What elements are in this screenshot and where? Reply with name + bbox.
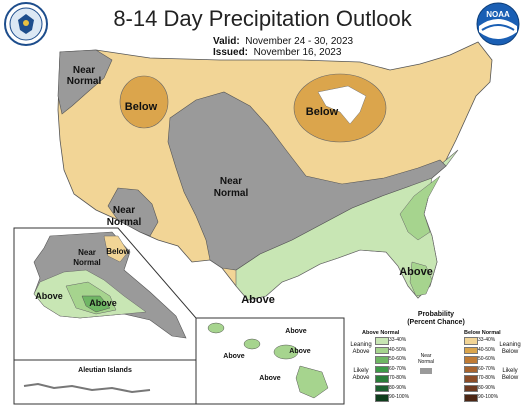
legend-below-swatch-3	[464, 365, 478, 373]
legend-above-swatch-2	[375, 356, 389, 364]
legend-below-label-6: 90-100%	[478, 394, 499, 400]
legend-likely-above: Likely Above	[352, 368, 370, 381]
legend-below-swatch-6	[464, 394, 478, 402]
legend-likely-below: Likely Below	[501, 368, 519, 381]
great-lakes-water	[317, 85, 367, 125]
label-alaska-near: Near	[78, 248, 96, 257]
florida-above-40-50	[409, 261, 433, 297]
legend-below-label-0: 33-40%	[478, 337, 496, 343]
legend-below-swatch-0	[464, 337, 478, 345]
aleutian-label: Aleutian Islands	[78, 367, 132, 374]
legend-near-swatch	[420, 368, 432, 374]
alaska-below	[103, 235, 129, 263]
legend-below-label-1: 40-50%	[478, 346, 496, 353]
label-hawaii-above-4: Above	[259, 375, 281, 382]
legend-below-swatch-4	[464, 375, 478, 383]
label-nw-near: Near	[73, 65, 95, 76]
legend-title-line1: Probability	[417, 311, 455, 318]
issued-label: Issued:	[213, 47, 249, 58]
valid-dates: Valid: November 24 - 30, 2023	[213, 36, 353, 47]
legend-below-label-2: 50-60%	[478, 356, 496, 362]
noaa-logo-icon: NOAA	[476, 2, 520, 46]
conus-above-40-50	[399, 175, 441, 241]
legend-title: Probability (Percent Chance)	[350, 311, 522, 327]
legend-below-swatch-5	[464, 384, 478, 392]
label-ca-normal: Normal	[107, 217, 142, 228]
legend-below-label-3: 60-70%	[478, 365, 496, 372]
page-title: 8-14 Day Precipitation Outlook	[113, 6, 412, 31]
legend-above-label-3: 60-70%	[389, 365, 407, 372]
legend-below-header: Below Normal	[464, 330, 501, 336]
valid-label: Valid:	[213, 36, 240, 47]
label-texas-above: Above	[241, 294, 275, 306]
label-florida-above: Above	[399, 266, 433, 278]
legend-near-label: Near Normal	[414, 353, 438, 365]
label-central-near: Near	[220, 176, 242, 187]
commerce-seal-icon	[4, 2, 48, 46]
legend-below-label-5: 80-90%	[478, 384, 496, 391]
legend-above-label-4: 70-80%	[389, 375, 407, 381]
legend-above-label-1: 40-50%	[389, 346, 407, 353]
legend-below-swatch-2	[464, 356, 478, 364]
probability-legend: Probability (Percent Chance) Above Norma…	[350, 311, 522, 403]
label-hawaii-above-3: Above	[289, 348, 311, 355]
valid-value: November 24 - 30, 2023	[245, 36, 354, 47]
issued-date: Issued: November 16, 2023	[213, 47, 341, 58]
label-hawaii-above-1: Above	[285, 328, 307, 335]
legend-title-line2: (Percent Chance)	[407, 319, 465, 326]
hawaii-kauai	[207, 322, 225, 334]
hawaii-maui	[273, 344, 299, 360]
label-alaska-above-south: Above	[89, 298, 117, 308]
legend-below-swatch-1	[464, 346, 478, 354]
alaska-above-50-60	[81, 295, 111, 313]
legend-above-swatch-1	[375, 346, 389, 354]
conus-near-normal-nw	[57, 49, 113, 115]
label-alaska-below: Below	[106, 247, 130, 256]
conus-near-normal-central	[167, 91, 447, 271]
label-idaho-below: Below	[125, 101, 158, 113]
legend-above-swatch-4	[375, 375, 389, 383]
label-alaska-normal: Normal	[73, 258, 101, 267]
legend-leaning-below: Leaning Below	[499, 342, 521, 355]
legend-above-label-0: 33-40%	[389, 337, 407, 343]
legend-above-label-5: 80-90%	[389, 384, 407, 391]
label-central-normal: Normal	[214, 188, 249, 199]
issued-value: November 16, 2023	[253, 47, 342, 58]
label-ca-near: Near	[113, 205, 135, 216]
conus-below-idaho	[119, 75, 169, 129]
aleutian-islands-land	[23, 382, 151, 394]
legend-above-label-6: 90-100%	[389, 394, 410, 400]
hawaii-big-island	[295, 365, 329, 399]
noaa-logo-text: NOAA	[486, 10, 510, 19]
label-hawaii-above-2: Above	[223, 353, 245, 360]
label-alaska-above-west: Above	[35, 291, 63, 301]
aleutian-inset-frame	[13, 359, 197, 405]
legend-above-swatch-5	[375, 384, 389, 392]
legend-near-line1: Near	[420, 353, 432, 359]
legend-above-header: Above Normal	[362, 330, 400, 336]
hawaii-oahu	[243, 338, 261, 350]
legend-above-swatch-3	[375, 365, 389, 373]
legend-below-label-4: 70-80%	[478, 375, 496, 381]
conus-near-normal-ca	[107, 187, 159, 237]
legend-above-swatch-6	[375, 394, 389, 402]
legend-near-line2: Normal	[417, 359, 435, 365]
label-great-lakes-below: Below	[306, 106, 339, 118]
label-nw-normal: Normal	[67, 76, 102, 87]
legend-above-label-2: 50-60%	[389, 356, 407, 362]
legend-leaning-above: Leaning Above	[350, 342, 372, 355]
legend-above-swatch-0	[375, 337, 389, 345]
